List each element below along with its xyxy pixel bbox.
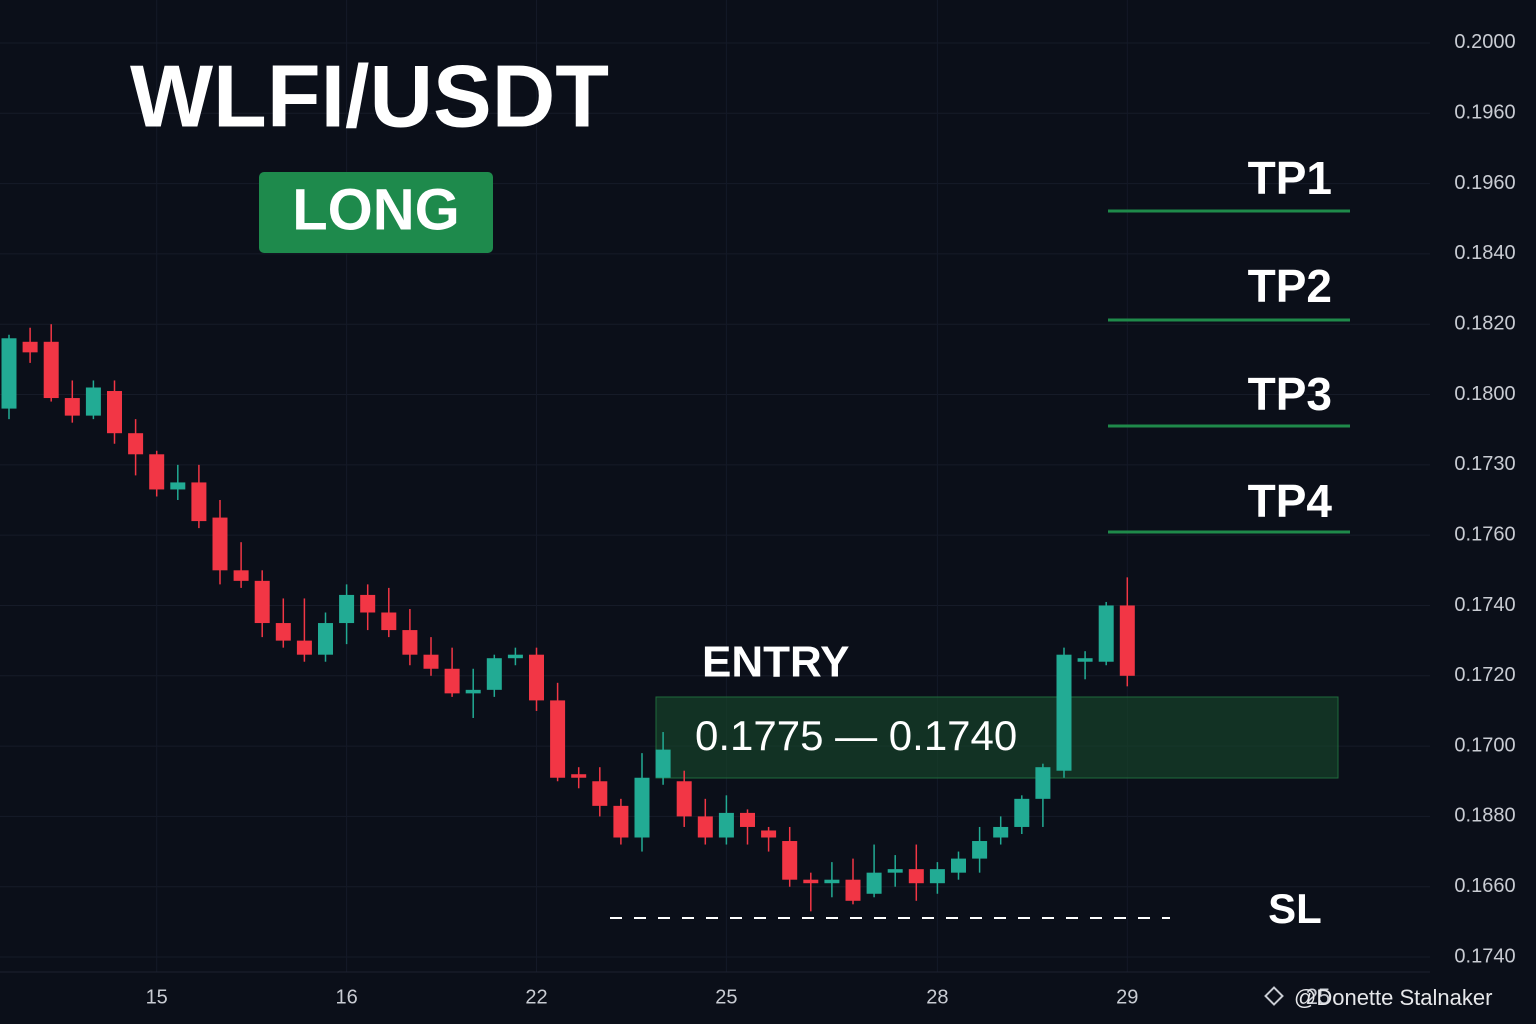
candle-body (339, 594, 355, 624)
badge-text: LONG (292, 177, 460, 242)
tp-label: TP3 (1248, 368, 1332, 420)
watermark-icon (1264, 986, 1284, 1006)
candle-body (803, 879, 819, 884)
candle-body (845, 879, 861, 901)
y-tick-label: 0.1840 (1454, 242, 1515, 264)
candle-body (1, 338, 17, 409)
stop-loss-label: SL (1268, 885, 1322, 932)
candle-body (1035, 767, 1051, 799)
candle-body (423, 654, 439, 669)
y-tick-label: 0.1960 (1454, 102, 1515, 124)
candle-body (275, 623, 291, 641)
candle-body (866, 872, 882, 894)
candle-body (613, 805, 629, 838)
candles (1, 324, 1135, 912)
candle-body (1077, 658, 1093, 662)
candle-body (782, 841, 798, 880)
candle-body (824, 879, 840, 884)
y-tick-label: 0.1760 (1454, 523, 1515, 545)
candle-body (972, 841, 988, 859)
candle-body (486, 658, 502, 690)
candle-body (571, 774, 587, 778)
candle-body (191, 482, 207, 522)
candle-body (85, 387, 101, 416)
candle-body (951, 858, 966, 873)
candle-body (381, 612, 397, 631)
candle-body (1098, 605, 1114, 662)
candle-body (929, 869, 945, 884)
candle-body (1119, 605, 1135, 676)
candle-body (697, 816, 713, 838)
candle-body (128, 433, 144, 455)
candle-body (64, 398, 80, 416)
candle-body (761, 830, 777, 838)
candle-body (718, 812, 734, 838)
y-tick-label: 0.1660 (1454, 875, 1515, 897)
candle-body (318, 623, 333, 655)
x-tick-label: 25 (715, 986, 737, 1008)
tp-label: TP4 (1248, 475, 1333, 527)
y-tick-label: 0.1880 (1454, 805, 1515, 827)
y-tick-label: 0.1730 (1454, 453, 1515, 475)
candle-body (655, 749, 671, 778)
candle-body (887, 869, 903, 873)
candle-body (212, 517, 228, 571)
candle-body (149, 454, 165, 490)
x-tick-label: 16 (335, 986, 357, 1008)
candle-body (550, 700, 566, 778)
x-tick-label: 15 (146, 986, 168, 1008)
candle-body (107, 391, 122, 434)
candle-body (465, 689, 481, 694)
candle-body (360, 594, 376, 613)
long-badge (259, 172, 493, 253)
candle-body (1014, 798, 1030, 827)
y-tick-label: 0.1800 (1454, 383, 1515, 405)
candle-body (1056, 654, 1072, 771)
candle-body (22, 341, 38, 353)
watermark: @Donette Stalnaker (1294, 985, 1492, 1010)
y-tick-label: 0.2000 (1454, 31, 1515, 53)
candle-body (444, 668, 460, 694)
entry-zone (655, 696, 1339, 779)
x-tick-label: 28 (926, 986, 948, 1008)
candle-body (402, 630, 418, 655)
watermark-overlap: 25 (1306, 984, 1330, 1009)
y-tick-label: 0.1740 (1454, 594, 1515, 616)
candle-body (740, 812, 755, 827)
entry-label: ENTRY (702, 638, 850, 687)
y-tick-label: 0.1720 (1454, 664, 1515, 686)
tp-label: TP1 (1248, 152, 1332, 204)
candle-body (592, 781, 608, 806)
candle-body (254, 580, 270, 624)
entry-range: 0.1775 — 0.1740 (695, 712, 1017, 759)
y-tick-label: 0.1700 (1454, 734, 1515, 756)
candle-body (507, 654, 523, 659)
y-tick-label: 0.1740 (1454, 945, 1515, 967)
candle-body (296, 640, 312, 655)
candle-body (233, 570, 249, 581)
x-tick-label: 22 (525, 986, 547, 1008)
chart-title: WLFI/USDT (130, 46, 609, 145)
tp-label: TP2 (1248, 260, 1332, 312)
candle-body (908, 869, 924, 884)
candle-body (170, 482, 186, 490)
candle-body (676, 781, 692, 817)
candle-body (634, 777, 650, 838)
candle-body (993, 826, 1009, 838)
x-tick-label: 29 (1116, 986, 1138, 1008)
candle-body (529, 654, 544, 701)
y-tick-label: 0.1960 (1454, 172, 1515, 194)
y-tick-label: 0.1820 (1454, 312, 1515, 334)
candle-body (43, 341, 59, 399)
